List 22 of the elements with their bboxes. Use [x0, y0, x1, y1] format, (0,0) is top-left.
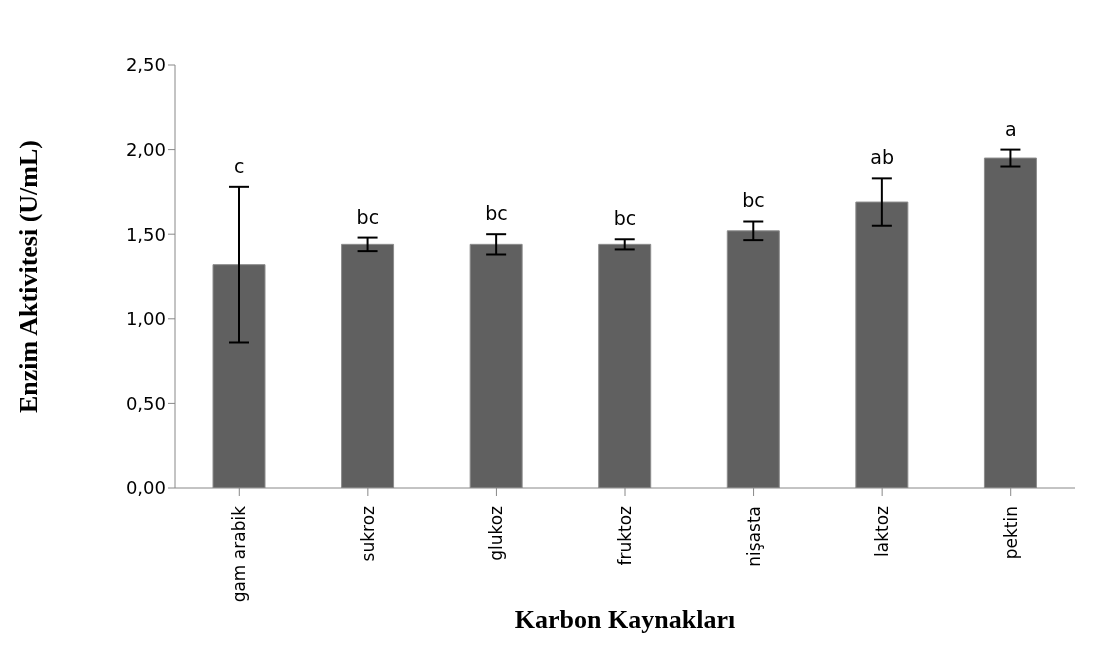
annotation: a	[1004, 117, 1017, 140]
y-tick-label: 2,50	[125, 54, 166, 76]
x-tick-label: gam arabik	[229, 505, 250, 603]
x-tick-label: glukoz	[486, 505, 507, 561]
annotation: bc	[613, 207, 637, 230]
annotation: bc	[485, 202, 508, 225]
y-tick-label: 2,00	[125, 138, 166, 160]
x-tick-label: sukroz	[357, 505, 378, 562]
annotation: ab	[870, 146, 894, 169]
x-tick-label: fruktoz	[615, 505, 635, 566]
y-axis-title: Enzim Aktivitesi (U/mL)	[14, 140, 44, 413]
annotation: bc	[742, 188, 765, 211]
y-tick-label: 0,00	[125, 477, 166, 499]
y-tick-label: 1,50	[125, 223, 166, 245]
x-axis-title: Karbon Kaynakları	[514, 605, 736, 634]
annotation: bc	[356, 205, 380, 228]
x-tick-label: nişasta	[743, 506, 764, 567]
x-tick-label: pektin	[1000, 506, 1021, 560]
y-tick-label: 0,50	[125, 392, 166, 414]
y-tick-label: 1,00	[125, 308, 166, 330]
annotation: c	[234, 154, 245, 177]
x-tick-label: laktoz	[872, 505, 893, 557]
